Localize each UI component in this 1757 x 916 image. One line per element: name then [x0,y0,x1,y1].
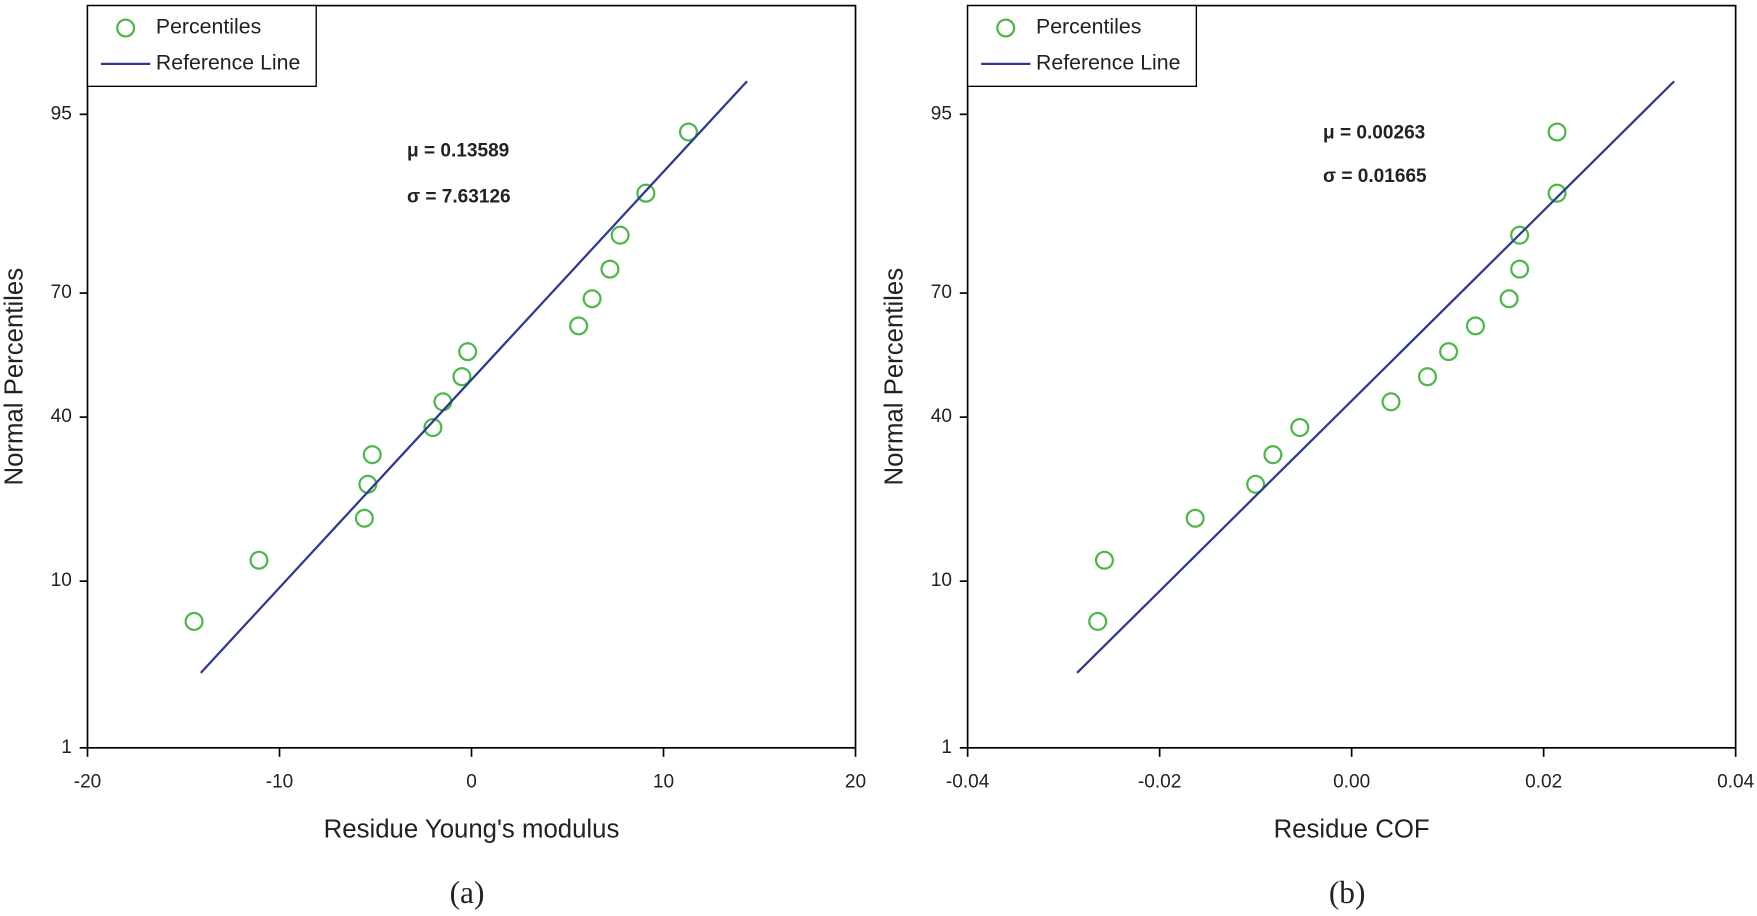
x-axis-title: Residue COF [1274,816,1430,844]
x-tick-label: -20 [74,772,102,793]
legend-label: Reference Line [156,51,300,75]
legend-label: Percentiles [1036,15,1141,39]
percentile-point [600,259,620,279]
percentile-point [1381,392,1401,412]
y-axis-title: Normal Percentiles [881,268,909,486]
percentile-point [423,418,443,438]
y-tick-label: 1 [61,737,72,758]
y-tick-label: 10 [51,570,72,591]
percentile-point [184,611,204,631]
percentile-point [1499,289,1519,309]
percentile-point [1088,611,1108,631]
percentile-point [1094,550,1114,570]
annotation: μ = 0.00263 [1323,122,1425,143]
percentile-point [1439,342,1459,362]
percentile-point [452,367,472,387]
x-tick-label: 0 [466,772,477,793]
percentile-point [458,342,478,362]
x-tick-label: 0.02 [1525,772,1562,793]
legend-swatch [116,18,136,38]
y-tick-label: 40 [931,406,952,427]
x-tick-label: 20 [845,772,866,793]
x-tick-label: -10 [266,772,294,793]
percentile-point [569,316,589,336]
x-axis-title: Residue Young's modulus [324,816,620,844]
percentile-point [1510,225,1530,245]
caption: (b) [1329,875,1366,910]
percentile-point [1263,445,1283,465]
percentile-point [1547,122,1567,142]
annotation: μ = 0.13589 [407,140,509,161]
percentile-point [1547,183,1567,203]
percentile-point [1465,316,1486,336]
x-tick-label: 0.04 [1717,772,1754,793]
legend-box [966,4,1198,88]
legend-swatch [996,18,1016,38]
chart: 1 10 40 70 95 -20 -10 0 10 20 Residue Young's modu… [1,4,866,910]
percentile-point [1185,508,1205,528]
y-tick-label: 10 [931,570,952,591]
percentile-point [249,550,269,570]
percentile-point [610,225,630,245]
legend-label: Reference Line [1036,51,1180,75]
reference-line [1076,80,1675,674]
y-tick-label: 70 [51,282,72,303]
percentile-point [1417,367,1438,387]
y-axis-title: Normal Percentiles [1,268,29,486]
plot-frame [86,4,857,749]
plot-frame [966,4,1737,749]
percentile-point [1246,474,1266,494]
caption: (a) [450,875,485,910]
y-tick-label: 70 [931,282,952,303]
y-tick-label: 40 [51,406,72,427]
x-tick-label: 0.00 [1333,772,1370,793]
annotation: σ = 0.01665 [1323,166,1427,187]
percentile-point [678,122,699,142]
x-tick-label: 10 [653,772,674,793]
annotation: σ = 7.63126 [407,186,511,207]
percentile-point [1290,418,1310,438]
y-tick-label: 95 [51,103,72,124]
percentile-point [1510,259,1530,279]
y-tick-label: 1 [941,737,952,758]
percentile-point [354,508,374,528]
chart: 1 10 40 70 95 -0.04 -0.02 0.00 0.02 0.04 Residue C… [881,4,1755,910]
percentile-point [582,289,602,309]
reference-line [199,80,748,674]
legend-label: Percentiles [156,15,261,39]
x-tick-label: -0.04 [946,772,990,793]
percentile-point [433,392,453,412]
x-tick-label: -0.02 [1138,772,1181,793]
percentile-point [636,183,656,203]
percentile-point [362,445,382,465]
y-tick-label: 95 [931,103,952,124]
